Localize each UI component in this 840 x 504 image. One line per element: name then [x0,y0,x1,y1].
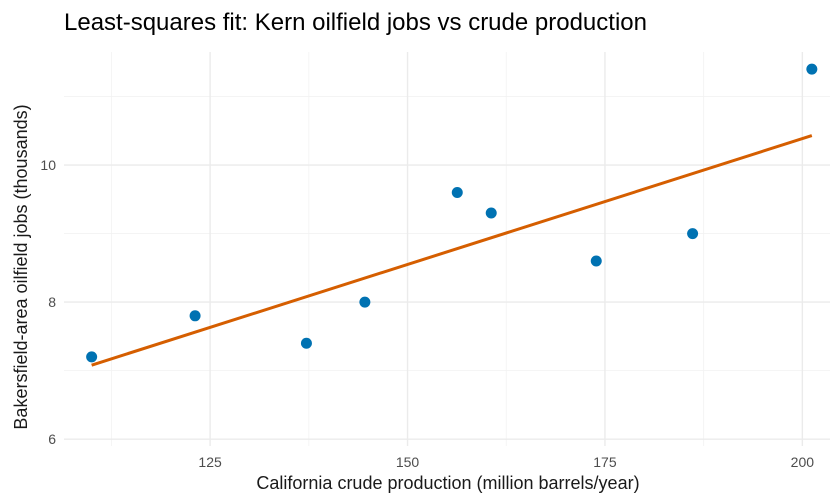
x-tick-label: 200 [791,454,815,470]
x-tick-label: 150 [396,454,420,470]
data-point [687,228,699,240]
y-tick-label: 10 [40,157,56,173]
data-point [485,207,497,219]
y-tick-label: 8 [48,294,56,310]
x-tick-label: 175 [593,454,617,470]
y-tick-labels: 6 8 10 [40,157,56,447]
y-tick-label: 6 [48,431,56,447]
data-points [86,63,818,363]
data-point [590,255,602,267]
fit-line-layer [91,134,813,367]
x-tick-labels: 125 150 175 200 [198,454,814,470]
data-point [86,351,98,363]
gridlines [64,52,830,446]
chart-title: Least-squares fit: Kern oilfield jobs vs… [64,9,647,36]
x-axis-title: California crude production (million bar… [256,473,639,493]
least-squares-fit-line [91,134,813,367]
data-point [189,310,201,322]
data-point [300,337,312,349]
x-tick-label: 125 [198,454,222,470]
data-point [451,186,463,198]
y-axis-title: Bakersfield-area oilfield jobs (thousand… [11,104,31,429]
data-point [806,63,818,75]
data-point [359,296,371,308]
